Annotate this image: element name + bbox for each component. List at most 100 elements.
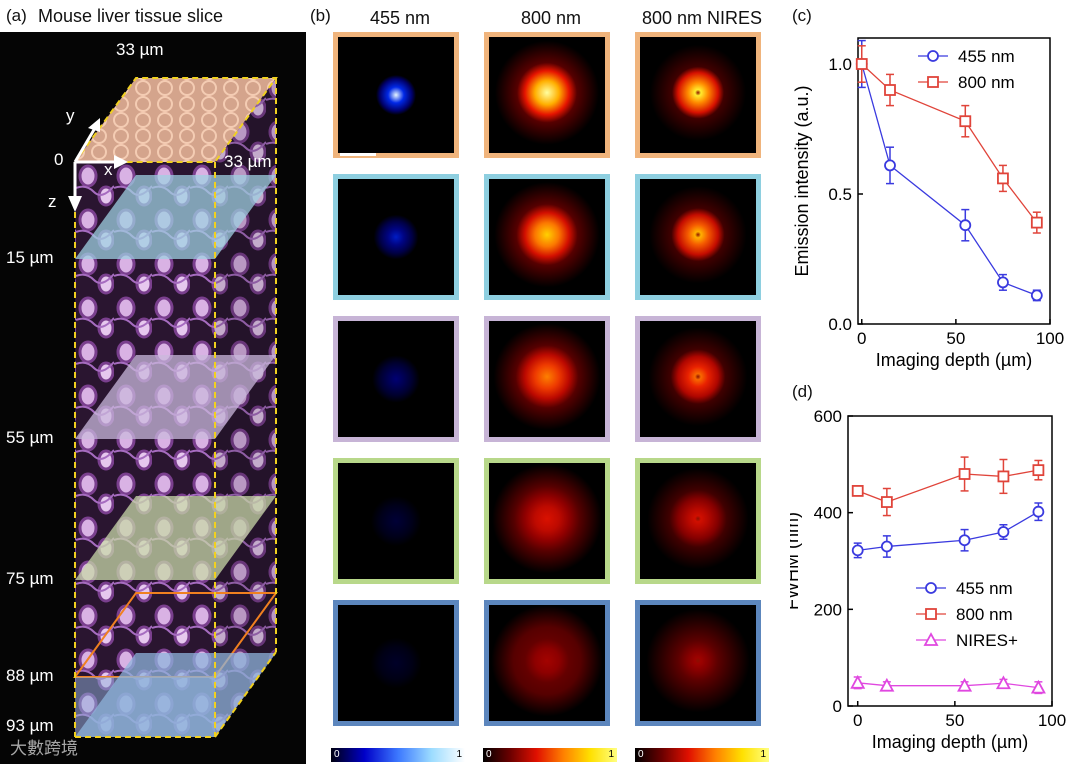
data-point bbox=[995, 675, 1011, 690]
depth-label-88: 88 µm bbox=[6, 666, 54, 685]
x-tick-label: 100 bbox=[1036, 329, 1064, 348]
data-point bbox=[851, 544, 864, 557]
data-point bbox=[880, 496, 893, 508]
y-axis-label: Emission intensity (a.u.) bbox=[792, 85, 812, 276]
y-axis-label: FWHM (nm) bbox=[790, 512, 802, 610]
data-point bbox=[959, 115, 972, 128]
chart-fwhm: 0 50 100 0 200 400 600 Imaging depth (µm) FWHM (… bbox=[790, 407, 1066, 752]
data-point bbox=[879, 677, 895, 692]
plot-frame bbox=[857, 37, 1051, 325]
axis-arrows bbox=[68, 118, 128, 212]
panel-a-label: (a) bbox=[6, 6, 27, 25]
legend-marker bbox=[925, 582, 937, 594]
slice-75um bbox=[75, 496, 276, 580]
psf-tile bbox=[333, 32, 459, 158]
x-tick-label: 50 bbox=[945, 711, 964, 730]
data-point bbox=[884, 159, 896, 172]
data-point bbox=[1032, 464, 1045, 477]
colorbar-blue-min: 0 bbox=[334, 749, 340, 760]
data-point bbox=[997, 526, 1010, 538]
data-point bbox=[855, 58, 868, 70]
legend-marker bbox=[925, 608, 937, 620]
y-tick-label: 600 bbox=[814, 407, 842, 426]
y-tick-label: 400 bbox=[814, 504, 842, 523]
colorbar-hot-800: 0 1 bbox=[483, 748, 617, 762]
data-point bbox=[1030, 289, 1043, 302]
psf-tile bbox=[635, 458, 761, 584]
data-point bbox=[884, 84, 896, 96]
slice-15um bbox=[75, 175, 276, 259]
column-header-455: 455 nm bbox=[369, 8, 431, 28]
x-tick-label: 0 bbox=[857, 329, 866, 348]
data-point bbox=[1030, 216, 1043, 229]
legend-entry: 800 nm bbox=[956, 605, 1013, 624]
data-point bbox=[1030, 679, 1046, 694]
panel-c-label: (c) bbox=[792, 6, 812, 25]
legend-entry: NIRES+ bbox=[956, 631, 1018, 650]
depth-label-93: 93 µm bbox=[6, 716, 54, 735]
axis-y-label: y bbox=[66, 106, 75, 125]
psf-tile bbox=[484, 316, 610, 442]
legend-marker bbox=[927, 76, 939, 88]
cube-depth-label: 33 µm bbox=[224, 152, 272, 171]
colorbar-hot-nires: 0 1 bbox=[635, 748, 769, 762]
psf-tile bbox=[635, 32, 761, 158]
data-point bbox=[850, 674, 866, 689]
data-point bbox=[851, 485, 864, 497]
psf-tile bbox=[333, 600, 459, 726]
legend-entry: 800 nm bbox=[958, 73, 1015, 92]
column-header-nires: 800 nm NIRES bbox=[641, 8, 763, 28]
data-point bbox=[958, 468, 971, 480]
data-point bbox=[957, 677, 973, 692]
data-point bbox=[997, 470, 1010, 483]
x-tick-label: 50 bbox=[946, 329, 965, 348]
psf-tile bbox=[484, 174, 610, 300]
data-point bbox=[959, 219, 972, 232]
psf-tile bbox=[635, 316, 761, 442]
psf-tile bbox=[484, 600, 610, 726]
psf-tile bbox=[333, 316, 459, 442]
origin-label: 0 bbox=[54, 150, 64, 169]
watermark: 大數跨境 bbox=[10, 739, 78, 758]
psf-tile bbox=[635, 600, 761, 726]
panel-d-label: (d) bbox=[792, 382, 813, 401]
y-tick-label: 0 bbox=[833, 697, 842, 716]
colorbar-nires-max: 1 bbox=[760, 749, 766, 760]
y-tick-label: 0.5 bbox=[828, 185, 852, 204]
legend-entry: 455 nm bbox=[956, 579, 1013, 598]
psf-tile bbox=[484, 458, 610, 584]
psf-tile bbox=[333, 458, 459, 584]
psf-tile bbox=[484, 32, 610, 158]
legend-marker bbox=[923, 632, 939, 646]
colorbar-800-max: 1 bbox=[608, 749, 614, 760]
depth-label-75: 75 µm bbox=[6, 569, 54, 588]
column-header-800: 800 nm bbox=[520, 8, 582, 28]
cube-side-face bbox=[215, 78, 276, 737]
cube-width-label: 33 µm bbox=[116, 40, 164, 59]
y-tick-label: 0.0 bbox=[828, 315, 852, 334]
colorbar-800-min: 0 bbox=[486, 749, 492, 760]
x-tick-label: 0 bbox=[853, 711, 862, 730]
colorbar-blue: 0 1 bbox=[331, 748, 465, 762]
tissue-cube-illustration bbox=[68, 77, 278, 738]
plot-frame bbox=[847, 415, 1053, 707]
legend-entry: 455 nm bbox=[958, 47, 1015, 66]
x-axis-label: Imaging depth (µm) bbox=[872, 732, 1028, 752]
chart-emission-intensity: 0 50 100 0.0 0.5 1.0 Imaging depth (µm) Emissio… bbox=[792, 37, 1064, 370]
axis-z-label: z bbox=[48, 192, 57, 211]
y-tick-label: 1.0 bbox=[828, 55, 852, 74]
data-point bbox=[997, 172, 1009, 185]
axis-x-label: x bbox=[104, 160, 113, 179]
slice-55um bbox=[75, 355, 276, 439]
depth-label-15: 15 µm bbox=[6, 248, 54, 267]
panel-a-title: Mouse liver tissue slice bbox=[38, 6, 224, 26]
x-tick-label: 100 bbox=[1038, 711, 1066, 730]
data-point bbox=[997, 276, 1009, 289]
colorbar-blue-max: 1 bbox=[456, 749, 462, 760]
psf-tile bbox=[635, 174, 761, 300]
psf-tile bbox=[333, 174, 459, 300]
cube-outline bbox=[73, 77, 278, 738]
series-line bbox=[861, 63, 1038, 297]
legend-marker bbox=[927, 50, 939, 62]
x-axis-label: Imaging depth (µm) bbox=[876, 350, 1032, 370]
